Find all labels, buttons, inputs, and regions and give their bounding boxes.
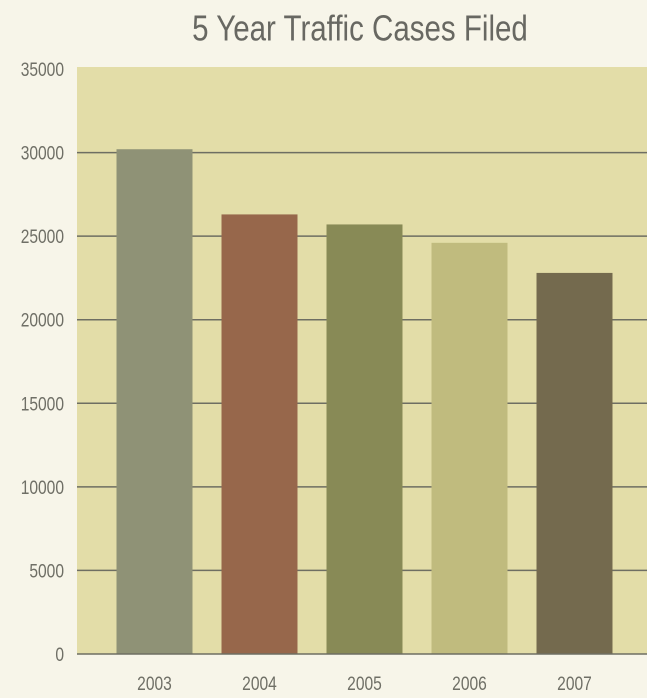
bar	[326, 224, 403, 654]
chart-title: 5 Year Traffic Cases Filed	[192, 8, 528, 48]
y-tick-label: 35000	[21, 59, 64, 81]
y-tick-label: 0	[55, 644, 64, 666]
y-tick-label: 15000	[21, 393, 64, 415]
bar	[116, 149, 193, 654]
x-tick-label: 2005	[347, 673, 382, 695]
x-tick-label: 2004	[242, 673, 277, 695]
y-tick-label: 25000	[21, 226, 64, 248]
x-tick-label: 2006	[452, 673, 487, 695]
x-tick-label: 2003	[137, 673, 172, 695]
bar	[431, 242, 508, 655]
bar	[536, 272, 613, 654]
y-tick-label: 20000	[21, 309, 64, 331]
y-tick-label: 10000	[21, 476, 64, 498]
y-tick-label: 5000	[29, 560, 64, 582]
y-tick-label: 30000	[21, 142, 64, 164]
bar	[221, 214, 298, 654]
x-tick-label: 2007	[557, 673, 592, 695]
